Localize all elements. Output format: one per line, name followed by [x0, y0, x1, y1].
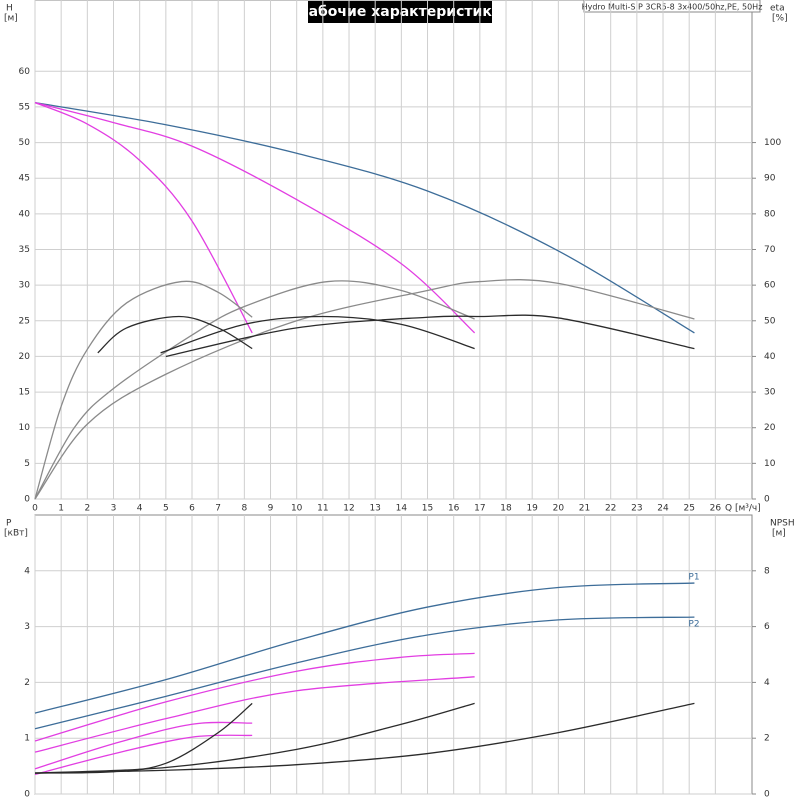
y2-tick-label: 100	[764, 138, 781, 148]
y2-tick-label: 4	[764, 678, 770, 688]
x-tick-label: 5	[163, 504, 169, 514]
bottom-frame	[34, 514, 753, 795]
x-tick-label: 10	[291, 504, 303, 514]
x-tick-label: 0	[32, 504, 38, 514]
y-tick-label: 50	[19, 138, 31, 148]
x-tick-label: 17	[474, 504, 485, 514]
curve	[34, 280, 475, 500]
x-tick-label: 8	[241, 504, 247, 514]
y-tick-label: 1	[24, 734, 30, 744]
y2-axis-unit: [%]	[772, 14, 788, 24]
y-tick-label: 25	[19, 316, 30, 326]
y-axis-unit: [м]	[4, 14, 18, 24]
y-tick-label: 4	[24, 566, 30, 576]
y-tick-label: 30	[19, 281, 31, 291]
curve-label: P1	[688, 573, 699, 583]
x-tick-label: 13	[369, 504, 380, 514]
x-tick-label: 15	[422, 504, 433, 514]
x-tick-label: 21	[579, 504, 590, 514]
y2-tick-label: 6	[764, 622, 770, 632]
curve	[34, 734, 253, 776]
curve	[34, 616, 695, 730]
y-tick-label: 60	[19, 67, 31, 77]
x-axis-label: Q [м³/ч]	[725, 504, 761, 514]
curve	[97, 315, 253, 354]
x-tick-label: 19	[526, 504, 538, 514]
x-tick-label: 1	[58, 504, 64, 514]
curve-label: P2	[688, 620, 699, 630]
y2-tick-label: 40	[764, 352, 776, 362]
y2-axis-unit: [м]	[772, 529, 786, 539]
y-axis-unit: [кВт]	[4, 529, 28, 539]
y2-axis-label: eta	[770, 4, 785, 14]
y-tick-label: 5	[24, 459, 30, 469]
y2-tick-label: 8	[764, 566, 770, 576]
x-tick-label: 7	[215, 504, 221, 514]
curve	[34, 676, 475, 753]
y2-tick-label: 90	[764, 174, 776, 184]
curve	[34, 102, 476, 334]
y-tick-label: 0	[24, 495, 30, 505]
x-tick-label: 3	[111, 504, 117, 514]
subtitle-box	[583, 0, 761, 13]
y2-tick-label: 70	[764, 245, 776, 255]
x-tick-label: 20	[553, 504, 565, 514]
y-tick-label: 15	[19, 388, 30, 398]
curve	[34, 102, 253, 334]
y-tick-label: 35	[19, 245, 30, 255]
y-axis-label: P	[6, 519, 12, 529]
y-tick-label: 3	[24, 622, 30, 632]
y-axis-label: H	[6, 4, 13, 14]
curve	[160, 315, 475, 354]
x-tick-label: 12	[343, 504, 354, 514]
y-tick-label: 0	[24, 790, 30, 800]
x-tick-label: 23	[631, 504, 642, 514]
y2-tick-label: 20	[764, 423, 776, 433]
y-tick-label: 20	[19, 352, 31, 362]
y-tick-label: 55	[19, 102, 30, 112]
x-tick-label: 14	[396, 504, 408, 514]
curve	[34, 279, 695, 500]
y-tick-label: 2	[24, 678, 30, 688]
y2-tick-label: 0	[764, 495, 770, 505]
y2-tick-label: 2	[764, 734, 770, 744]
y2-tick-label: 60	[764, 281, 776, 291]
x-tick-label: 4	[137, 504, 143, 514]
y2-axis-label: NPSH	[770, 519, 795, 529]
x-tick-label: 2	[84, 504, 90, 514]
y-tick-label: 45	[19, 174, 30, 184]
title-box	[308, 1, 492, 23]
x-tick-label: 25	[683, 504, 694, 514]
y2-tick-label: 50	[764, 316, 776, 326]
curve	[34, 702, 253, 774]
x-tick-label: 11	[317, 504, 328, 514]
y-tick-label: 40	[19, 209, 31, 219]
y-tick-label: 10	[19, 423, 31, 433]
x-tick-label: 16	[448, 504, 460, 514]
x-tick-label: 22	[605, 504, 616, 514]
curve	[34, 582, 695, 714]
y2-tick-label: 10	[764, 459, 776, 469]
curve	[34, 102, 695, 334]
curve	[34, 280, 253, 500]
y2-tick-label: 80	[764, 209, 776, 219]
curve	[34, 702, 695, 774]
curve	[34, 721, 253, 770]
x-tick-label: 26	[710, 504, 722, 514]
x-tick-label: 24	[657, 504, 669, 514]
curve	[34, 702, 475, 774]
x-tick-label: 6	[189, 504, 195, 514]
y2-tick-label: 30	[764, 388, 776, 398]
x-tick-label: 18	[500, 504, 512, 514]
x-tick-label: 9	[268, 504, 274, 514]
chart-title: Рабочие характеристики	[298, 4, 501, 20]
subtitle: Hydro Multi-S P 3CR5-8 3x400/50hz,PE, 50…	[582, 3, 763, 12]
curve	[34, 652, 475, 742]
curve	[165, 314, 695, 358]
y2-tick-label: 0	[764, 790, 770, 800]
